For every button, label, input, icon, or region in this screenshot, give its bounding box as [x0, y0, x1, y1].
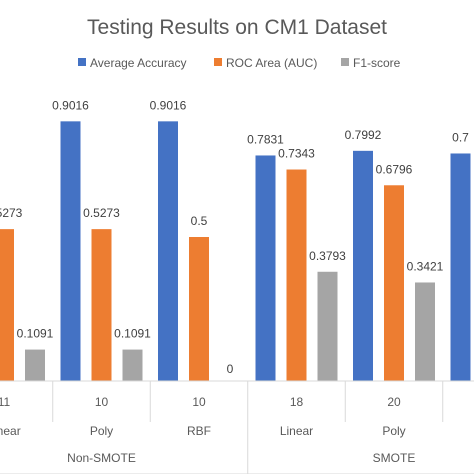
- tick-label-kernel-5: Poly: [382, 424, 405, 438]
- bar-roc-area-3: [189, 237, 209, 381]
- bar-f1-score-2: [122, 349, 143, 381]
- value-label-roc-area-5: 0.6796: [376, 162, 413, 176]
- value-label-roc-area-4: 0.7343: [278, 147, 315, 161]
- value-label-average-accuracy-4: 0.7831: [247, 132, 284, 146]
- bar-average-accuracy-2: [60, 121, 81, 381]
- bar-average-accuracy-3: [158, 121, 178, 381]
- tick-label-count-2: 10: [95, 395, 109, 409]
- tick-label-count-1: 11: [0, 395, 11, 409]
- bar-average-accuracy-6: [450, 153, 471, 381]
- bar-average-accuracy-5: [353, 150, 373, 381]
- bar-f1-score-1: [25, 349, 45, 381]
- legend-swatch-1: [78, 58, 86, 66]
- legend-swatch-2: [214, 58, 222, 66]
- bar-roc-area-5: [384, 185, 404, 381]
- tick-label-kernel-4: Linear: [280, 424, 313, 438]
- x-axis: 11 Linear 10 Poly 10 RBF 18 Linear 20 Poly Non-SMO…: [0, 381, 474, 474]
- legend: Average Accuracy ROC Area (AUC) F1-score: [78, 56, 401, 70]
- value-label-average-accuracy-5: 0.7992: [345, 128, 382, 142]
- bar-f1-score-5: [415, 282, 435, 381]
- value-label-f1-score-3: 0: [227, 362, 234, 376]
- value-label-f1-score-5: 0.3421: [407, 259, 444, 273]
- value-label-f1-score-2: 0.1091: [114, 327, 151, 341]
- legend-label-1: Average Accuracy: [90, 56, 187, 70]
- tick-label-kernel-3: RBF: [187, 424, 211, 438]
- value-labels: 0.90160.52730.10910.90160.52730.10910.90…: [0, 98, 469, 376]
- bar-roc-area-4: [286, 169, 307, 381]
- tick-label-count-3: 10: [192, 395, 206, 409]
- value-label-roc-area-2: 0.5273: [83, 206, 120, 220]
- tick-label-count-5: 20: [387, 395, 401, 409]
- group-label-1: Non-SMOTE: [67, 451, 136, 465]
- value-label-average-accuracy-2: 0.9016: [52, 98, 89, 112]
- bars: [0, 121, 471, 381]
- value-label-average-accuracy-6: 0.7: [452, 130, 469, 144]
- value-label-average-accuracy-3: 0.9016: [150, 98, 187, 112]
- legend-label-3: F1-score: [353, 56, 401, 70]
- legend-swatch-3: [341, 58, 349, 66]
- chart-title: Testing Results on CM1 Dataset: [87, 16, 387, 39]
- legend-label-2: ROC Area (AUC): [226, 56, 317, 70]
- bar-f1-score-4: [317, 271, 338, 381]
- bar-roc-area-2: [91, 229, 112, 381]
- tick-label-count-4: 18: [290, 395, 304, 409]
- group-label-2: SMOTE: [373, 451, 416, 465]
- value-label-roc-area-1: 0.5273: [0, 206, 23, 220]
- value-label-roc-area-3: 0.5: [191, 214, 208, 228]
- value-label-f1-score-4: 0.3793: [309, 249, 346, 263]
- tick-label-kernel-2: Poly: [90, 424, 113, 438]
- tick-label-kernel-1: Linear: [0, 424, 21, 438]
- bar-roc-area-1: [0, 229, 14, 381]
- bar-average-accuracy-4: [255, 155, 276, 381]
- value-label-f1-score-1: 0.1091: [17, 327, 54, 341]
